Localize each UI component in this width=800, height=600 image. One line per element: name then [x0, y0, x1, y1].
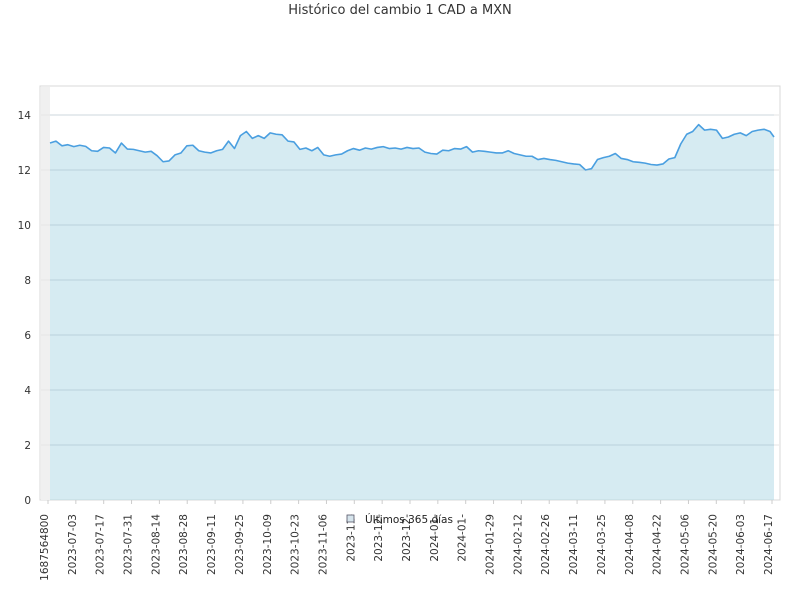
x-tick-label: 2023-07-17 — [95, 514, 107, 575]
chart-title: Histórico del cambio 1 CAD a MXN — [288, 3, 512, 18]
y-tick-label: 14 — [18, 110, 32, 122]
x-tick-label: 2023-07-31 — [123, 514, 135, 575]
x-axis: 1687564800 2023-07-03 2023-07-17 2023-07-31… — [39, 500, 775, 581]
x-tick-label: 2023-10-09 — [262, 514, 274, 575]
y-tick-label: 0 — [24, 495, 31, 507]
x-tick-label: 2023-12- — [401, 514, 413, 562]
x-tick-label: 2024-01-29 — [485, 514, 497, 575]
x-tick-label: 2023-12- — [373, 514, 385, 562]
x-tick-label: 2024-02-26 — [540, 514, 552, 575]
y-tick-label: 2 — [24, 440, 31, 452]
legend-swatch[interactable] — [346, 514, 355, 523]
y-axis: 0 2 4 6 8 10 12 14 — [18, 110, 32, 507]
x-tick-label: 2024-03-25 — [596, 514, 608, 575]
x-tick-label: 1687564800 — [39, 514, 51, 581]
y-tick-label: 4 — [24, 385, 31, 397]
y-tick-label: 6 — [24, 330, 31, 342]
x-tick-label: 2023-08-14 — [150, 514, 162, 575]
x-tick-label: 2024-04-08 — [624, 514, 636, 575]
series-line — [49, 123, 775, 171]
x-tick-label: 2023-09-25 — [234, 514, 246, 575]
y-tick-label: 10 — [18, 220, 31, 232]
series-fill — [50, 124, 774, 500]
x-tick-label: 2023-11-06 — [317, 514, 329, 575]
x-tick-label: 2024-02-12 — [512, 514, 524, 575]
x-tick-label: 2024-06-03 — [735, 514, 747, 575]
y-tick-label: 8 — [24, 275, 31, 287]
x-tick-label: 2023-07-03 — [67, 514, 79, 575]
legend[interactable]: Últimos 365 días — [346, 513, 453, 526]
x-tick-label: 2024-06-17 — [763, 514, 775, 575]
x-tick-label: 2023-08-28 — [178, 514, 190, 575]
x-tick-label: 2023-11- — [345, 514, 357, 562]
x-tick-label: 2024-05-20 — [707, 514, 719, 575]
plot-left-strip — [41, 87, 50, 500]
x-tick-label: 2023-09-11 — [206, 514, 218, 575]
x-tick-label: 2024-03-11 — [568, 514, 580, 575]
x-tick-label: 2024-05-06 — [679, 514, 691, 575]
legend-label[interactable]: Últimos 365 días — [365, 513, 453, 526]
x-tick-label: 2023-10-23 — [290, 514, 302, 575]
x-tick-label: 2024-01- — [457, 514, 469, 562]
x-tick-label: 2024-04-22 — [652, 514, 664, 575]
y-tick-label: 12 — [18, 165, 31, 177]
x-tick-label: 2024-01- — [429, 514, 441, 562]
series-area — [49, 114, 775, 500]
